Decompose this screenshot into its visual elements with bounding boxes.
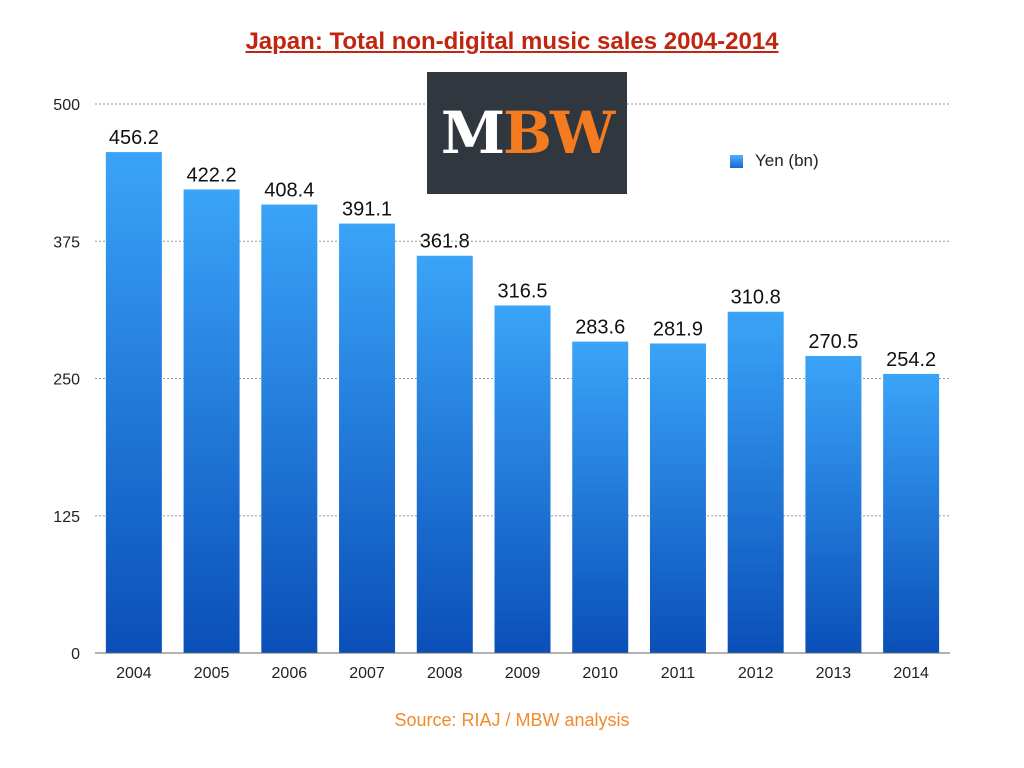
x-tick-label: 2011 <box>661 665 696 682</box>
bar-chart: 456.2 422.2 408.4 391.1 361.8 316.5 283.6 281.9… <box>53 97 950 682</box>
x-tick-label: 2010 <box>582 665 618 682</box>
bar <box>572 341 629 653</box>
bar <box>339 223 396 653</box>
mbw-logo: MBW <box>427 72 627 194</box>
data-label: 316.5 <box>497 280 547 302</box>
bar <box>805 355 862 653</box>
logo-letter-m: M <box>440 99 505 167</box>
data-label: 361.8 <box>420 231 470 253</box>
bar <box>883 373 940 653</box>
data-label: 283.6 <box>575 317 625 339</box>
legend-swatch <box>730 154 743 168</box>
logo-text: MBW <box>440 99 615 167</box>
data-label: 281.9 <box>653 318 703 340</box>
y-tick-label: 250 <box>53 372 80 389</box>
y-tick-label: 0 <box>71 646 80 663</box>
bar <box>183 189 240 654</box>
bar <box>727 311 784 653</box>
x-tick-label: 2004 <box>116 665 152 682</box>
source-note: Source: RIAJ / MBW analysis <box>394 710 630 730</box>
data-label: 456.2 <box>109 127 159 149</box>
x-tick-label: 2013 <box>816 665 852 682</box>
chart-title: Japan: Total non-digital music sales 200… <box>245 28 779 55</box>
x-tick-label: 2014 <box>893 665 929 682</box>
y-tick-label: 500 <box>53 97 80 114</box>
legend: Yen (bn) <box>730 151 819 171</box>
y-tick-label: 375 <box>53 234 80 251</box>
bar <box>494 305 551 653</box>
data-label: 270.5 <box>808 331 858 353</box>
legend-label: Yen (bn) <box>755 151 819 170</box>
x-tick-label: 2005 <box>194 665 230 682</box>
bar <box>261 204 318 654</box>
bar <box>649 343 706 653</box>
x-tick-label: 2006 <box>272 665 308 682</box>
bar <box>416 255 473 654</box>
x-tick-label: 2012 <box>738 665 774 682</box>
x-tick-label: 2007 <box>349 665 385 682</box>
y-tick-label: 125 <box>53 509 80 526</box>
data-label: 408.4 <box>264 180 314 202</box>
data-label: 310.8 <box>731 287 781 309</box>
data-label: 422.2 <box>187 164 237 186</box>
data-label: 391.1 <box>342 199 392 221</box>
data-label: 254.2 <box>886 349 936 371</box>
x-tick-label: 2008 <box>427 665 463 682</box>
x-tick-label: 2009 <box>505 665 541 682</box>
logo-letters-bw: BW <box>503 99 615 167</box>
bar <box>105 152 162 653</box>
